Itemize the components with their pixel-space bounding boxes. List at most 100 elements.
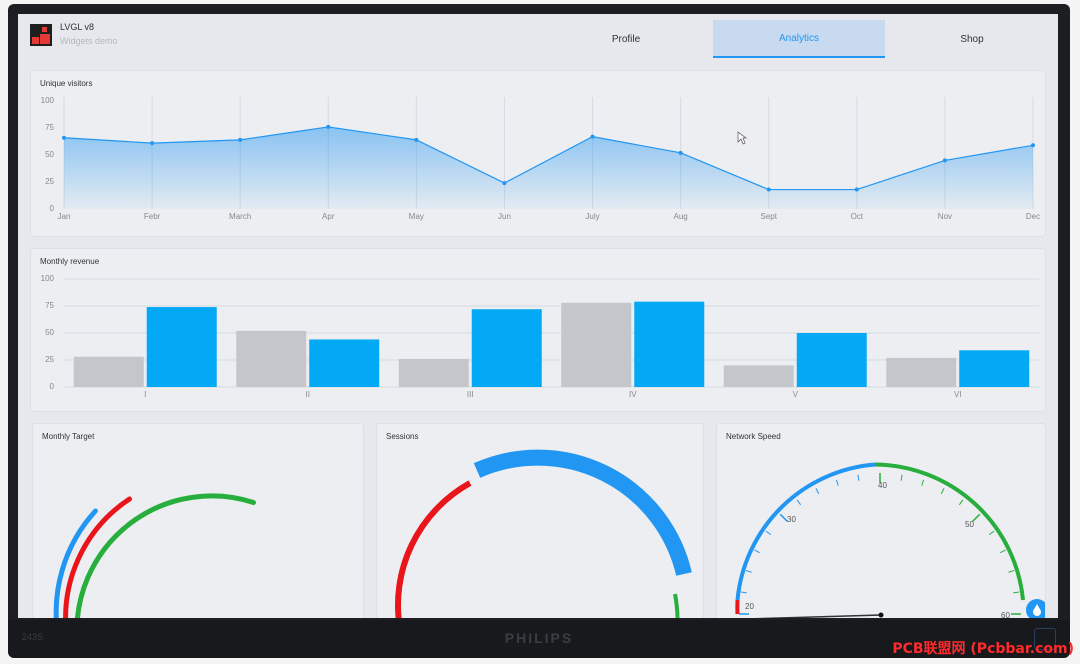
tab-profile[interactable]: Profile [611,33,641,45]
visitors-point [502,181,507,186]
y-tick-label: 50 [45,328,54,337]
revenue-bar-gray [886,357,957,387]
x-tick-label: VI [953,390,962,399]
x-tick-label: I [144,390,147,399]
y-tick-label: 75 [45,301,54,310]
x-tick-label: II [305,390,310,399]
x-tick-label: May [408,212,424,221]
gauge-label-60: 60 [1001,611,1010,618]
app-header: LVGL v8 Widgets demo Profile Analytics S… [18,14,1058,62]
y-tick-label: 50 [45,150,54,159]
x-tick-label: III [466,390,474,399]
sessions-card: Sessions [376,423,704,618]
x-tick-label: Apr [322,212,335,221]
y-tick-label: 25 [45,355,54,364]
visitors-point [414,137,419,142]
gauge-tick [921,479,925,486]
x-tick-label: July [585,212,600,221]
y-tick-label: 25 [45,177,54,186]
gauge-tick [745,569,752,573]
mouse-cursor-icon [737,131,747,145]
revenue-bar-gray [236,330,307,387]
revenue-bar-blue [634,301,705,387]
app-subtitle: Widgets demo [60,36,118,46]
gauge-tick [1008,569,1015,573]
sessions-title: Sessions [386,432,419,441]
revenue-bar-blue [309,339,380,387]
revenue-bar-gray [561,302,632,387]
visitors-area [64,126,1033,209]
x-tick-label: Nov [937,212,953,221]
water-drop-icon[interactable] [1026,599,1045,618]
screen: LVGL v8 Widgets demo Profile Analytics S… [18,14,1058,618]
app-title: LVGL v8 [60,22,95,32]
y-tick-label: 75 [45,123,54,132]
x-tick-label: IV [628,390,637,399]
sessions-arc-green [673,593,680,618]
unique-visitors-card: Unique visitors 100 75 50 25 0 Jan Febr March A… [30,70,1046,237]
gauge-tick [796,499,802,506]
sessions-arc-blue [473,449,692,576]
y-tick-label: 100 [40,274,54,283]
gauge-tick [740,591,747,594]
visitors-point [942,158,947,163]
revenue-bar-blue [146,307,217,387]
visitors-point [590,134,595,139]
y-tick-label: 100 [40,96,54,105]
gauge-tick [900,474,903,481]
monthly-revenue-chart [64,278,1039,388]
x-tick-label: Sept [760,212,777,221]
target-arc-red [63,496,132,618]
gauge-tick [754,549,760,554]
gauge-arc-blue [735,462,876,601]
tab-analytics[interactable]: Analytics [713,20,885,58]
tab-shop[interactable]: Shop [960,33,984,45]
target-arc-green [74,493,256,618]
gauge-label-40: 40 [878,481,887,490]
visitors-point [854,187,859,192]
gauge-tick [940,488,945,494]
gauge-label-50: 50 [965,520,974,529]
lvgl-logo-icon [30,24,52,46]
visitors-point [1031,143,1035,148]
monthly-target-title: Monthly Target [42,432,95,441]
revenue-bar-gray [723,365,794,387]
x-tick-label: Jun [498,212,511,221]
monthly-target-arcs [53,493,256,618]
x-tick-label: V [792,390,798,399]
network-speed-card: Network Speed 20 30 40 50 60 [716,423,1046,618]
monitor-chin: 243S PHILIPS [8,620,1070,658]
gauge-tick [958,499,964,506]
y-tick-label: 0 [49,382,54,391]
sessions-arc-red [395,480,472,618]
gauge-tick [857,474,860,481]
x-tick-label: Jan [57,212,71,221]
gauge-tick [1013,591,1020,594]
gauge-tick [815,488,820,494]
gauge-tick [765,530,772,536]
unique-visitors-title: Unique visitors [40,79,93,88]
gauge-label-20: 20 [745,602,754,611]
monitor-model: 243S [22,632,44,642]
visitors-point [150,141,155,146]
sessions-arcs [395,449,692,618]
unique-visitors-chart [62,97,1035,209]
monthly-revenue-title: Monthly revenue [40,257,100,266]
revenue-bar-blue [796,333,867,387]
watermark: PCB联盟网 (Pcbbar.com) [892,641,1074,657]
monitor-brand: PHILIPS [504,630,574,646]
visitors-point [766,187,771,192]
gauge-tick [988,530,995,536]
gauge-tick [972,513,981,522]
monitor-button[interactable] [1034,628,1056,650]
gauge-tick [1000,549,1006,554]
monthly-revenue-card: Monthly revenue 100 75 50 25 0 I II III IV V VI [30,248,1046,412]
visitors-point [238,137,243,142]
x-tick-label: Febr [143,212,161,221]
visitors-point [678,150,683,155]
network-speed-gauge: 20 30 40 50 60 [735,462,1045,618]
gauge-arc-green [874,462,1025,601]
visitors-point [62,135,66,140]
target-arc-blue [53,508,98,618]
revenue-bar-gray [73,356,144,387]
